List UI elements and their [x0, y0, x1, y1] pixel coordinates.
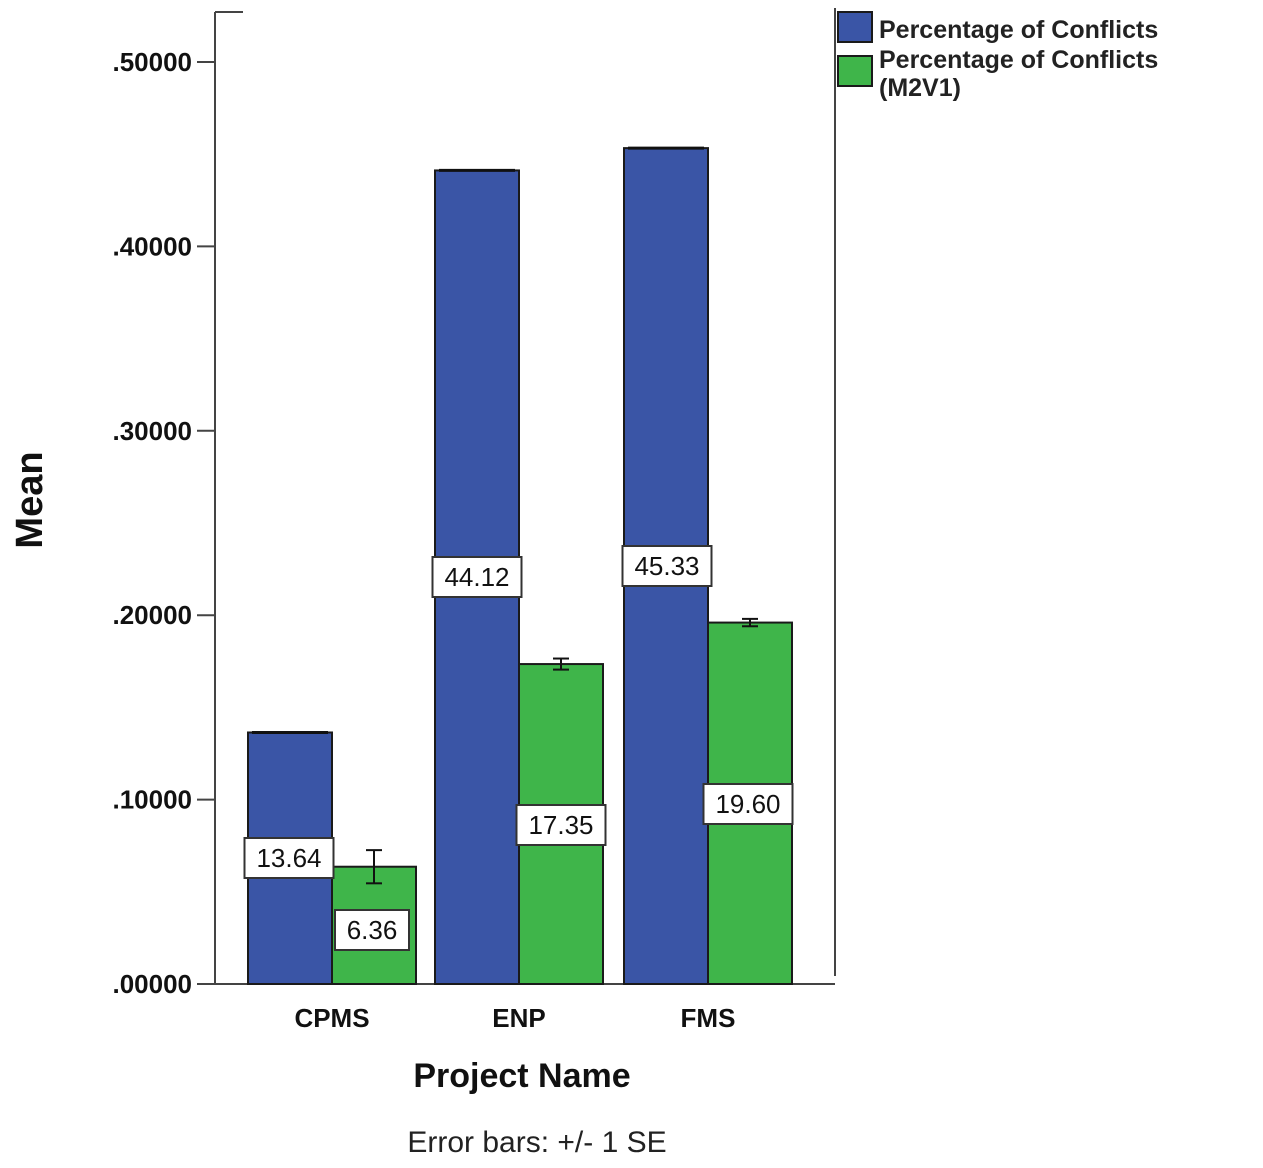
data-label: 17.35	[515, 804, 607, 846]
error-bar	[742, 617, 758, 628]
y-tick-label: .50000	[112, 47, 192, 77]
data-label: 6.36	[334, 909, 410, 951]
legend-item: Percentage of Conflicts	[837, 11, 1158, 44]
svg-text:6.36: 6.36	[347, 915, 398, 945]
error-bar	[366, 849, 382, 885]
data-label: 44.12	[431, 556, 523, 598]
y-axis-title: Mean	[9, 451, 51, 548]
y-tick-label: .10000	[112, 785, 192, 815]
error-bar	[553, 657, 569, 671]
legend-label: Percentage of Conflicts	[879, 16, 1158, 44]
y-tick-label: .30000	[112, 416, 192, 446]
y-tick-label: .40000	[112, 231, 192, 261]
legend-item: Percentage of Conflicts (M2V1)	[837, 46, 1158, 102]
svg-text:17.35: 17.35	[528, 810, 593, 840]
y-tick-label: .00000	[112, 969, 192, 999]
error-bar-note: Error bars: +/- 1 SE	[407, 1126, 666, 1159]
axes: .00000 .10000 .20000 .30000 .40000 .50000 CPMS…	[112, 8, 836, 1033]
data-label: 13.64	[243, 837, 335, 879]
legend-swatch	[837, 55, 873, 87]
svg-text:19.60: 19.60	[715, 789, 780, 819]
x-axis-title: Project Name	[413, 1057, 630, 1095]
data-label: 45.33	[621, 545, 713, 587]
y-tick-label: .20000	[112, 600, 192, 630]
svg-text:44.12: 44.12	[444, 562, 509, 592]
x-tick-label: CPMS	[294, 1003, 369, 1033]
x-tick-label: ENP	[492, 1003, 545, 1033]
legend-swatch	[837, 11, 873, 43]
svg-text:45.33: 45.33	[634, 551, 699, 581]
legend-label: Percentage of Conflicts (M2V1)	[879, 46, 1158, 102]
data-label: 19.60	[702, 783, 794, 825]
svg-text:13.64: 13.64	[256, 843, 321, 873]
x-tick-label: FMS	[681, 1003, 736, 1033]
data-labels: 13.64 6.36 44.12 17.35 45.33 19.60	[243, 545, 794, 951]
